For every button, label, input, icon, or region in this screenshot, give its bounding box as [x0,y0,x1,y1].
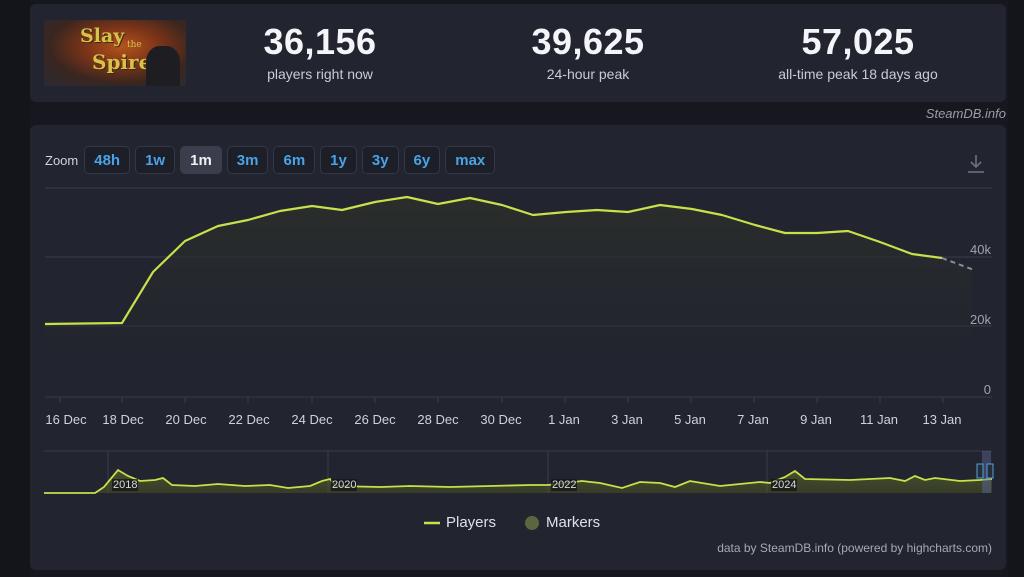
navigator-handle-left[interactable] [976,463,984,479]
stat-value: 39,625 [531,21,645,62]
stat-24h-peak: 39,625 24-hour peak [498,21,678,83]
navigator-line [44,468,993,494]
stats-bar: Slay the Spire 36,156 players right now … [30,4,1006,102]
x-tick: 3 Jan [611,412,643,427]
y-tick-0: 0 [983,382,991,397]
x-tick: 5 Jan [674,412,706,427]
players-area [45,197,972,397]
download-icon[interactable] [966,153,986,175]
x-tick: 26 Dec [354,412,396,427]
zoom-6m-button[interactable]: 6m [273,146,316,174]
zoom-max-button[interactable]: max [445,146,496,174]
page-left-edge [0,0,30,577]
legend-markers-icon [525,516,539,530]
navigator-year-label: 2024 [771,479,798,491]
legend-item-markers[interactable]: Markers [546,514,600,531]
x-tick: 7 Jan [737,412,769,427]
logo-text-the: the [127,40,142,50]
stat-value: 57,025 [801,21,915,62]
zoom-1w-button[interactable]: 1w [135,146,176,174]
navigator-year-label: 2018 [112,479,139,491]
page-right-edge [1008,0,1024,577]
stat-all-time-peak: 57,025 all-time peak 18 days ago [748,21,968,83]
chart-credit-link[interactable]: data by SteamDB.info (powered by highcha… [717,541,992,555]
x-tick: 28 Dec [417,412,459,427]
zoom-selector: Zoom 48h 1w 1m 3m 6m 1y 3y 6y max [45,145,500,175]
y-tick-40k: 40k [970,242,991,257]
navigator[interactable] [44,450,994,494]
zoom-3y-button[interactable]: 3y [361,146,399,174]
x-tick: 1 Jan [548,412,580,427]
navigator-year-label: 2020 [331,479,358,491]
stat-label: all-time peak 18 days ago [778,66,938,82]
x-tick: 30 Dec [480,412,522,427]
players-line[interactable] [44,195,943,326]
steamdb-watermark[interactable]: SteamDB.info [925,106,1006,121]
logo-text-slay: Slay [80,25,125,47]
y-tick-20k: 20k [970,312,991,327]
logo-character-art [146,46,180,86]
zoom-3m-button[interactable]: 3m [226,146,269,174]
navigator-year-label: 2022 [551,479,578,491]
legend-players-label: Players [446,514,497,531]
x-tick: 9 Jan [800,412,832,427]
legend-item-players[interactable]: Players [446,514,496,531]
stat-label: players right now [267,66,373,82]
game-logo[interactable]: Slay the Spire [44,20,186,86]
stat-current-players: 36,156 players right now [230,21,410,83]
logo-text-spire: Spire [92,50,152,74]
stat-value: 36,156 [263,21,377,62]
players-line-incomplete [941,257,975,271]
navigator-handle-right[interactable] [986,463,994,479]
x-tick: 13 Jan [922,412,962,427]
x-tick: 11 Jan [859,412,899,427]
zoom-6y-button[interactable]: 6y [403,146,441,174]
x-tick: 20 Dec [165,412,207,427]
stat-label: 24-hour peak [546,66,630,82]
zoom-label: Zoom [45,152,79,168]
zoom-48h-button[interactable]: 48h [84,146,131,174]
x-tick: 22 Dec [228,412,270,427]
x-tick: 18 Dec [102,412,144,427]
legend-markers-label: Markers [546,514,601,531]
zoom-1m-button[interactable]: 1m [180,146,222,174]
navigator-area [44,470,992,493]
zoom-1y-button[interactable]: 1y [320,146,357,174]
x-axis-ticks [59,397,944,403]
x-tick: 24 Dec [291,412,333,427]
x-tick: 16 Dec [45,412,87,427]
